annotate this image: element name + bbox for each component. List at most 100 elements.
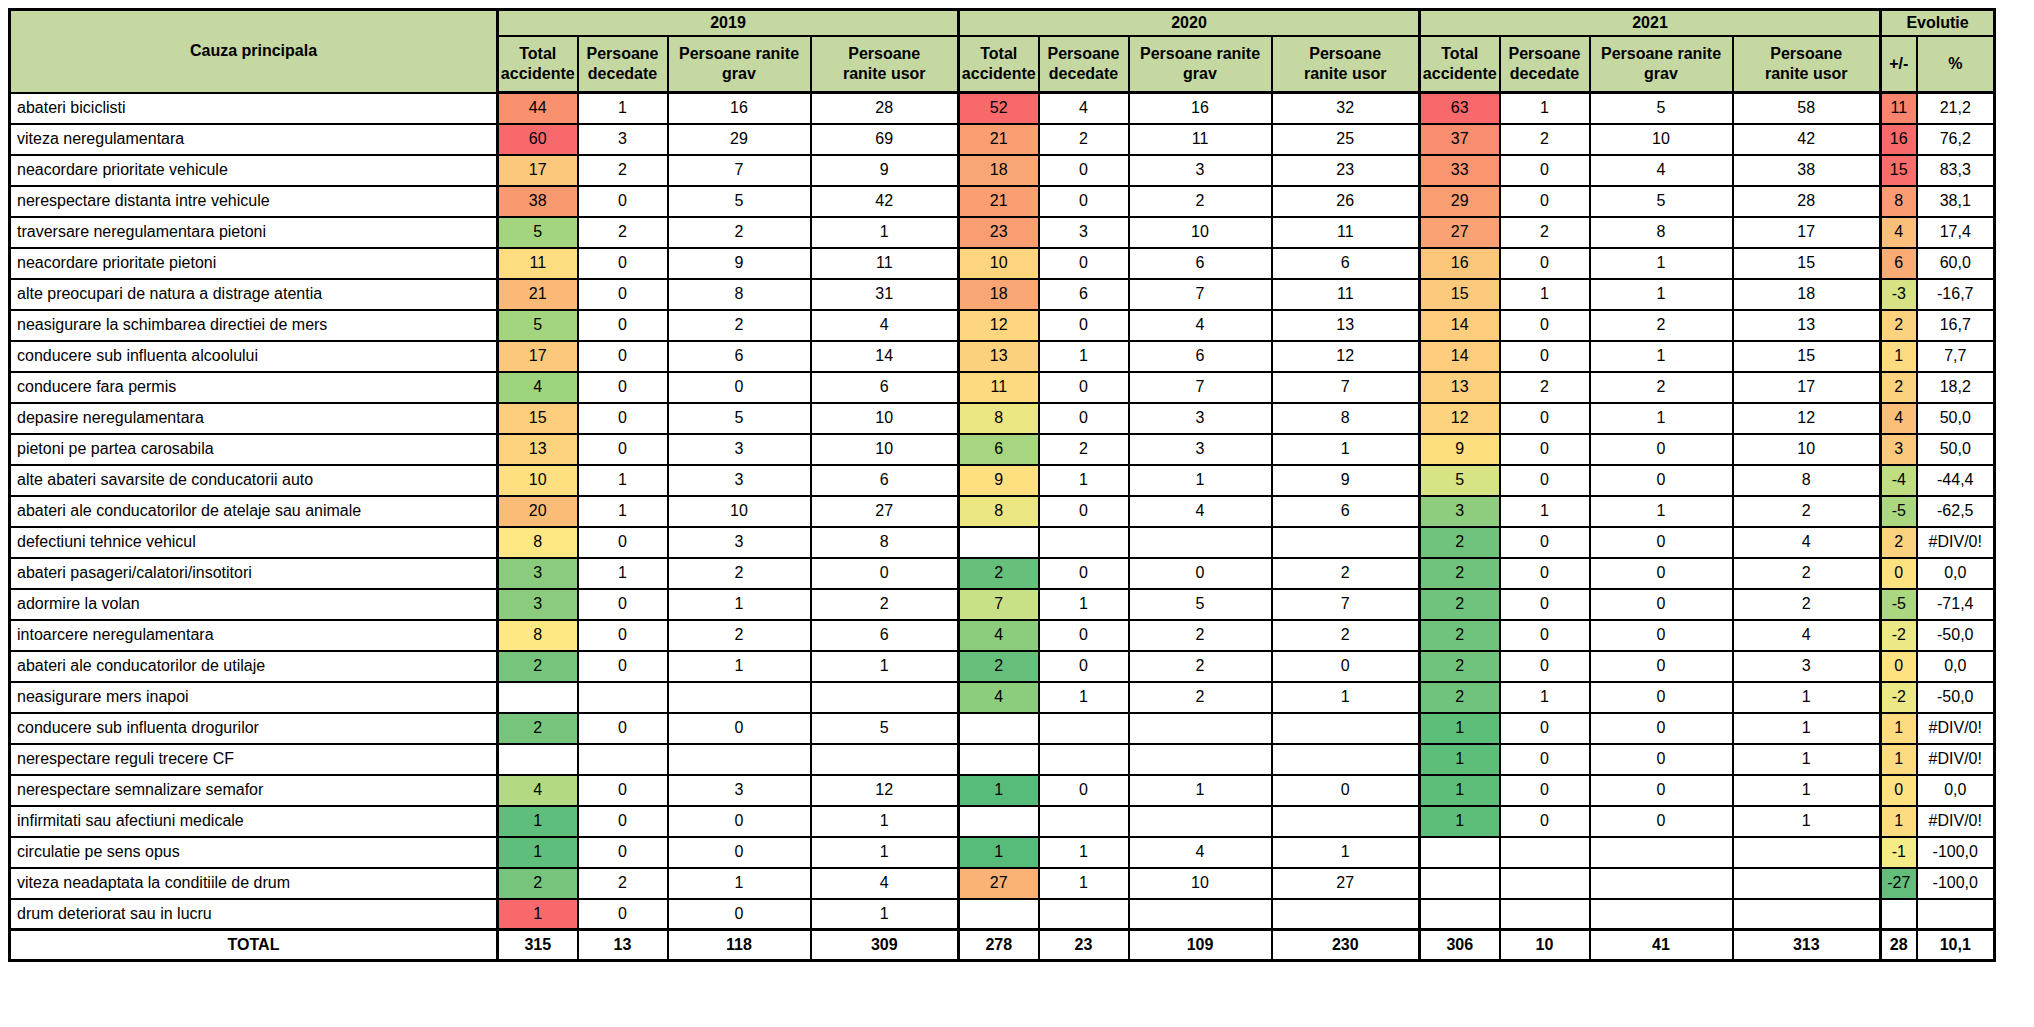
- cell-persoane-ranite-grav-2020[interactable]: 3: [1129, 155, 1272, 186]
- cell-persoane-decedate-2021[interactable]: 0: [1500, 620, 1590, 651]
- cell-evolutie-diff[interactable]: 15: [1881, 155, 1917, 186]
- cell-cause[interactable]: pietoni pe partea carosabila: [10, 434, 498, 465]
- cell-persoane-ranite-grav-2019[interactable]: 16: [668, 93, 811, 124]
- cell-evolutie-pct[interactable]: #DIV/0!: [1917, 527, 1995, 558]
- cell-persoane-ranite-usor-2021[interactable]: 1: [1733, 713, 1881, 744]
- cell-evolutie-diff[interactable]: 0: [1881, 558, 1917, 589]
- header-persoane-decedate-2019[interactable]: Persoanedecedate: [578, 36, 668, 93]
- cell-persoane-ranite-grav-2020[interactable]: 2: [1129, 682, 1272, 713]
- cell-persoane-decedate-2020[interactable]: [1039, 899, 1129, 930]
- cell-persoane-ranite-grav-2021[interactable]: 0: [1590, 558, 1733, 589]
- header-persoane-ranite-grav-2019[interactable]: Persoane ranitegrav: [668, 36, 811, 93]
- cell-total-accidente-2021[interactable]: 2: [1420, 589, 1500, 620]
- cell-cause[interactable]: viteza neregulamentara: [10, 124, 498, 155]
- header-cause[interactable]: Cauza principala: [10, 10, 498, 93]
- cell-evolutie-pct[interactable]: [1917, 899, 1995, 930]
- cell-persoane-decedate-2019[interactable]: 0: [578, 775, 668, 806]
- cell-persoane-decedate-2020[interactable]: [1039, 744, 1129, 775]
- cell-persoane-ranite-usor-2019[interactable]: 4: [811, 868, 959, 899]
- cell-persoane-ranite-usor-2021[interactable]: 2: [1733, 496, 1881, 527]
- cell-persoane-decedate-2019[interactable]: 0: [578, 403, 668, 434]
- cell-total-accidente-2019[interactable]: 5: [498, 310, 578, 341]
- cell-persoane-ranite-usor-2021[interactable]: 58: [1733, 93, 1881, 124]
- cell-persoane-ranite-grav-2019[interactable]: 1: [668, 589, 811, 620]
- cell-total-accidente-2021[interactable]: 14: [1420, 341, 1500, 372]
- cell-persoane-decedate-2019[interactable]: 0: [578, 527, 668, 558]
- cell-total-accidente-2020[interactable]: 13: [959, 341, 1039, 372]
- cell-evolutie-diff[interactable]: -2: [1881, 620, 1917, 651]
- cell-evolutie-diff[interactable]: -3: [1881, 279, 1917, 310]
- cell-persoane-decedate-2020[interactable]: [1039, 713, 1129, 744]
- cell-evolutie-pct[interactable]: 18,2: [1917, 372, 1995, 403]
- cell-persoane-ranite-usor-2019[interactable]: 6: [811, 620, 959, 651]
- cell-total-accidente-2020[interactable]: 278: [959, 930, 1039, 961]
- cell-total-accidente-2019[interactable]: 17: [498, 341, 578, 372]
- cell-persoane-ranite-grav-2021[interactable]: 2: [1590, 372, 1733, 403]
- cell-evolutie-diff[interactable]: 2: [1881, 310, 1917, 341]
- cell-evolutie-pct[interactable]: 0,0: [1917, 775, 1995, 806]
- cell-evolutie-pct[interactable]: 76,2: [1917, 124, 1995, 155]
- cell-persoane-ranite-grav-2019[interactable]: 118: [668, 930, 811, 961]
- cell-total-accidente-2020[interactable]: [959, 527, 1039, 558]
- cell-cause[interactable]: abateri ale conducatorilor de utilaje: [10, 651, 498, 682]
- cell-cause[interactable]: intoarcere neregulamentara: [10, 620, 498, 651]
- cell-persoane-ranite-usor-2020[interactable]: 13: [1272, 310, 1420, 341]
- cell-persoane-ranite-grav-2019[interactable]: 0: [668, 372, 811, 403]
- cell-persoane-decedate-2019[interactable]: 0: [578, 248, 668, 279]
- cell-persoane-decedate-2019[interactable]: [578, 682, 668, 713]
- cell-total-accidente-2019[interactable]: 60: [498, 124, 578, 155]
- cell-persoane-ranite-grav-2020[interactable]: 1: [1129, 775, 1272, 806]
- cell-evolutie-pct[interactable]: 10,1: [1917, 930, 1995, 961]
- cell-persoane-ranite-grav-2020[interactable]: 2: [1129, 620, 1272, 651]
- cell-persoane-decedate-2021[interactable]: 0: [1500, 155, 1590, 186]
- cell-persoane-ranite-usor-2021[interactable]: 18: [1733, 279, 1881, 310]
- header-plusminus[interactable]: +/-: [1881, 36, 1917, 93]
- cell-persoane-decedate-2019[interactable]: 2: [578, 155, 668, 186]
- cell-total-accidente-2020[interactable]: 11: [959, 372, 1039, 403]
- cell-persoane-ranite-usor-2021[interactable]: 15: [1733, 248, 1881, 279]
- header-total-accidente-2019[interactable]: Totalaccidente: [498, 36, 578, 93]
- cell-persoane-ranite-usor-2020[interactable]: 6: [1272, 496, 1420, 527]
- cell-cause[interactable]: neasigurare mers inapoi: [10, 682, 498, 713]
- cell-total-label[interactable]: TOTAL: [10, 930, 498, 961]
- cell-persoane-ranite-grav-2020[interactable]: 10: [1129, 868, 1272, 899]
- cell-total-accidente-2020[interactable]: [959, 744, 1039, 775]
- cell-persoane-ranite-usor-2020[interactable]: 25: [1272, 124, 1420, 155]
- cell-total-accidente-2019[interactable]: 2: [498, 651, 578, 682]
- cell-persoane-ranite-grav-2021[interactable]: 41: [1590, 930, 1733, 961]
- cell-evolutie-diff[interactable]: 4: [1881, 403, 1917, 434]
- cell-persoane-ranite-usor-2021[interactable]: 10: [1733, 434, 1881, 465]
- cell-total-accidente-2021[interactable]: 63: [1420, 93, 1500, 124]
- cell-total-accidente-2021[interactable]: 15: [1420, 279, 1500, 310]
- cell-persoane-decedate-2019[interactable]: 0: [578, 620, 668, 651]
- cell-persoane-decedate-2021[interactable]: 1: [1500, 93, 1590, 124]
- cell-total-accidente-2021[interactable]: 27: [1420, 217, 1500, 248]
- cell-persoane-decedate-2021[interactable]: 1: [1500, 496, 1590, 527]
- cell-persoane-ranite-usor-2019[interactable]: 5: [811, 713, 959, 744]
- cell-persoane-decedate-2021[interactable]: 0: [1500, 713, 1590, 744]
- cell-persoane-ranite-usor-2019[interactable]: 2: [811, 589, 959, 620]
- cell-persoane-ranite-usor-2019[interactable]: 31: [811, 279, 959, 310]
- cell-evolutie-diff[interactable]: 8: [1881, 186, 1917, 217]
- cell-persoane-ranite-usor-2021[interactable]: [1733, 837, 1881, 868]
- cell-persoane-ranite-grav-2020[interactable]: 0: [1129, 558, 1272, 589]
- cell-persoane-decedate-2020[interactable]: 0: [1039, 155, 1129, 186]
- cell-persoane-ranite-usor-2020[interactable]: 23: [1272, 155, 1420, 186]
- cell-total-accidente-2021[interactable]: 1: [1420, 713, 1500, 744]
- cell-evolutie-pct[interactable]: 38,1: [1917, 186, 1995, 217]
- cell-persoane-ranite-grav-2020[interactable]: [1129, 713, 1272, 744]
- cell-persoane-decedate-2020[interactable]: 0: [1039, 372, 1129, 403]
- cell-total-accidente-2019[interactable]: 2: [498, 713, 578, 744]
- cell-evolutie-diff[interactable]: 16: [1881, 124, 1917, 155]
- cell-total-accidente-2020[interactable]: 27: [959, 868, 1039, 899]
- cell-persoane-ranite-grav-2021[interactable]: 0: [1590, 682, 1733, 713]
- cell-persoane-ranite-usor-2019[interactable]: 6: [811, 465, 959, 496]
- cell-persoane-ranite-grav-2019[interactable]: 1: [668, 868, 811, 899]
- cell-persoane-ranite-usor-2020[interactable]: [1272, 713, 1420, 744]
- cell-persoane-decedate-2019[interactable]: 0: [578, 372, 668, 403]
- cell-total-accidente-2021[interactable]: 306: [1420, 930, 1500, 961]
- cell-total-accidente-2019[interactable]: 8: [498, 527, 578, 558]
- cell-evolutie-pct[interactable]: 7,7: [1917, 341, 1995, 372]
- cell-cause[interactable]: neacordare prioritate vehicule: [10, 155, 498, 186]
- cell-persoane-ranite-grav-2019[interactable]: 0: [668, 713, 811, 744]
